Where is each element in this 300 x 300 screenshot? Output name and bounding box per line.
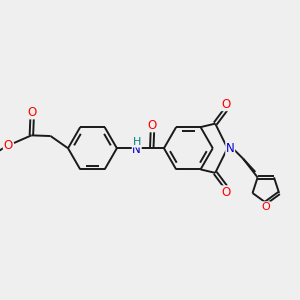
Text: O: O	[261, 202, 270, 212]
Text: O: O	[148, 119, 157, 132]
Text: O: O	[3, 139, 13, 152]
Text: O: O	[28, 106, 37, 119]
Text: N: N	[226, 142, 235, 155]
Text: O: O	[221, 98, 230, 111]
Text: O: O	[221, 186, 230, 199]
Text: H: H	[133, 137, 141, 147]
Text: N: N	[132, 143, 141, 156]
